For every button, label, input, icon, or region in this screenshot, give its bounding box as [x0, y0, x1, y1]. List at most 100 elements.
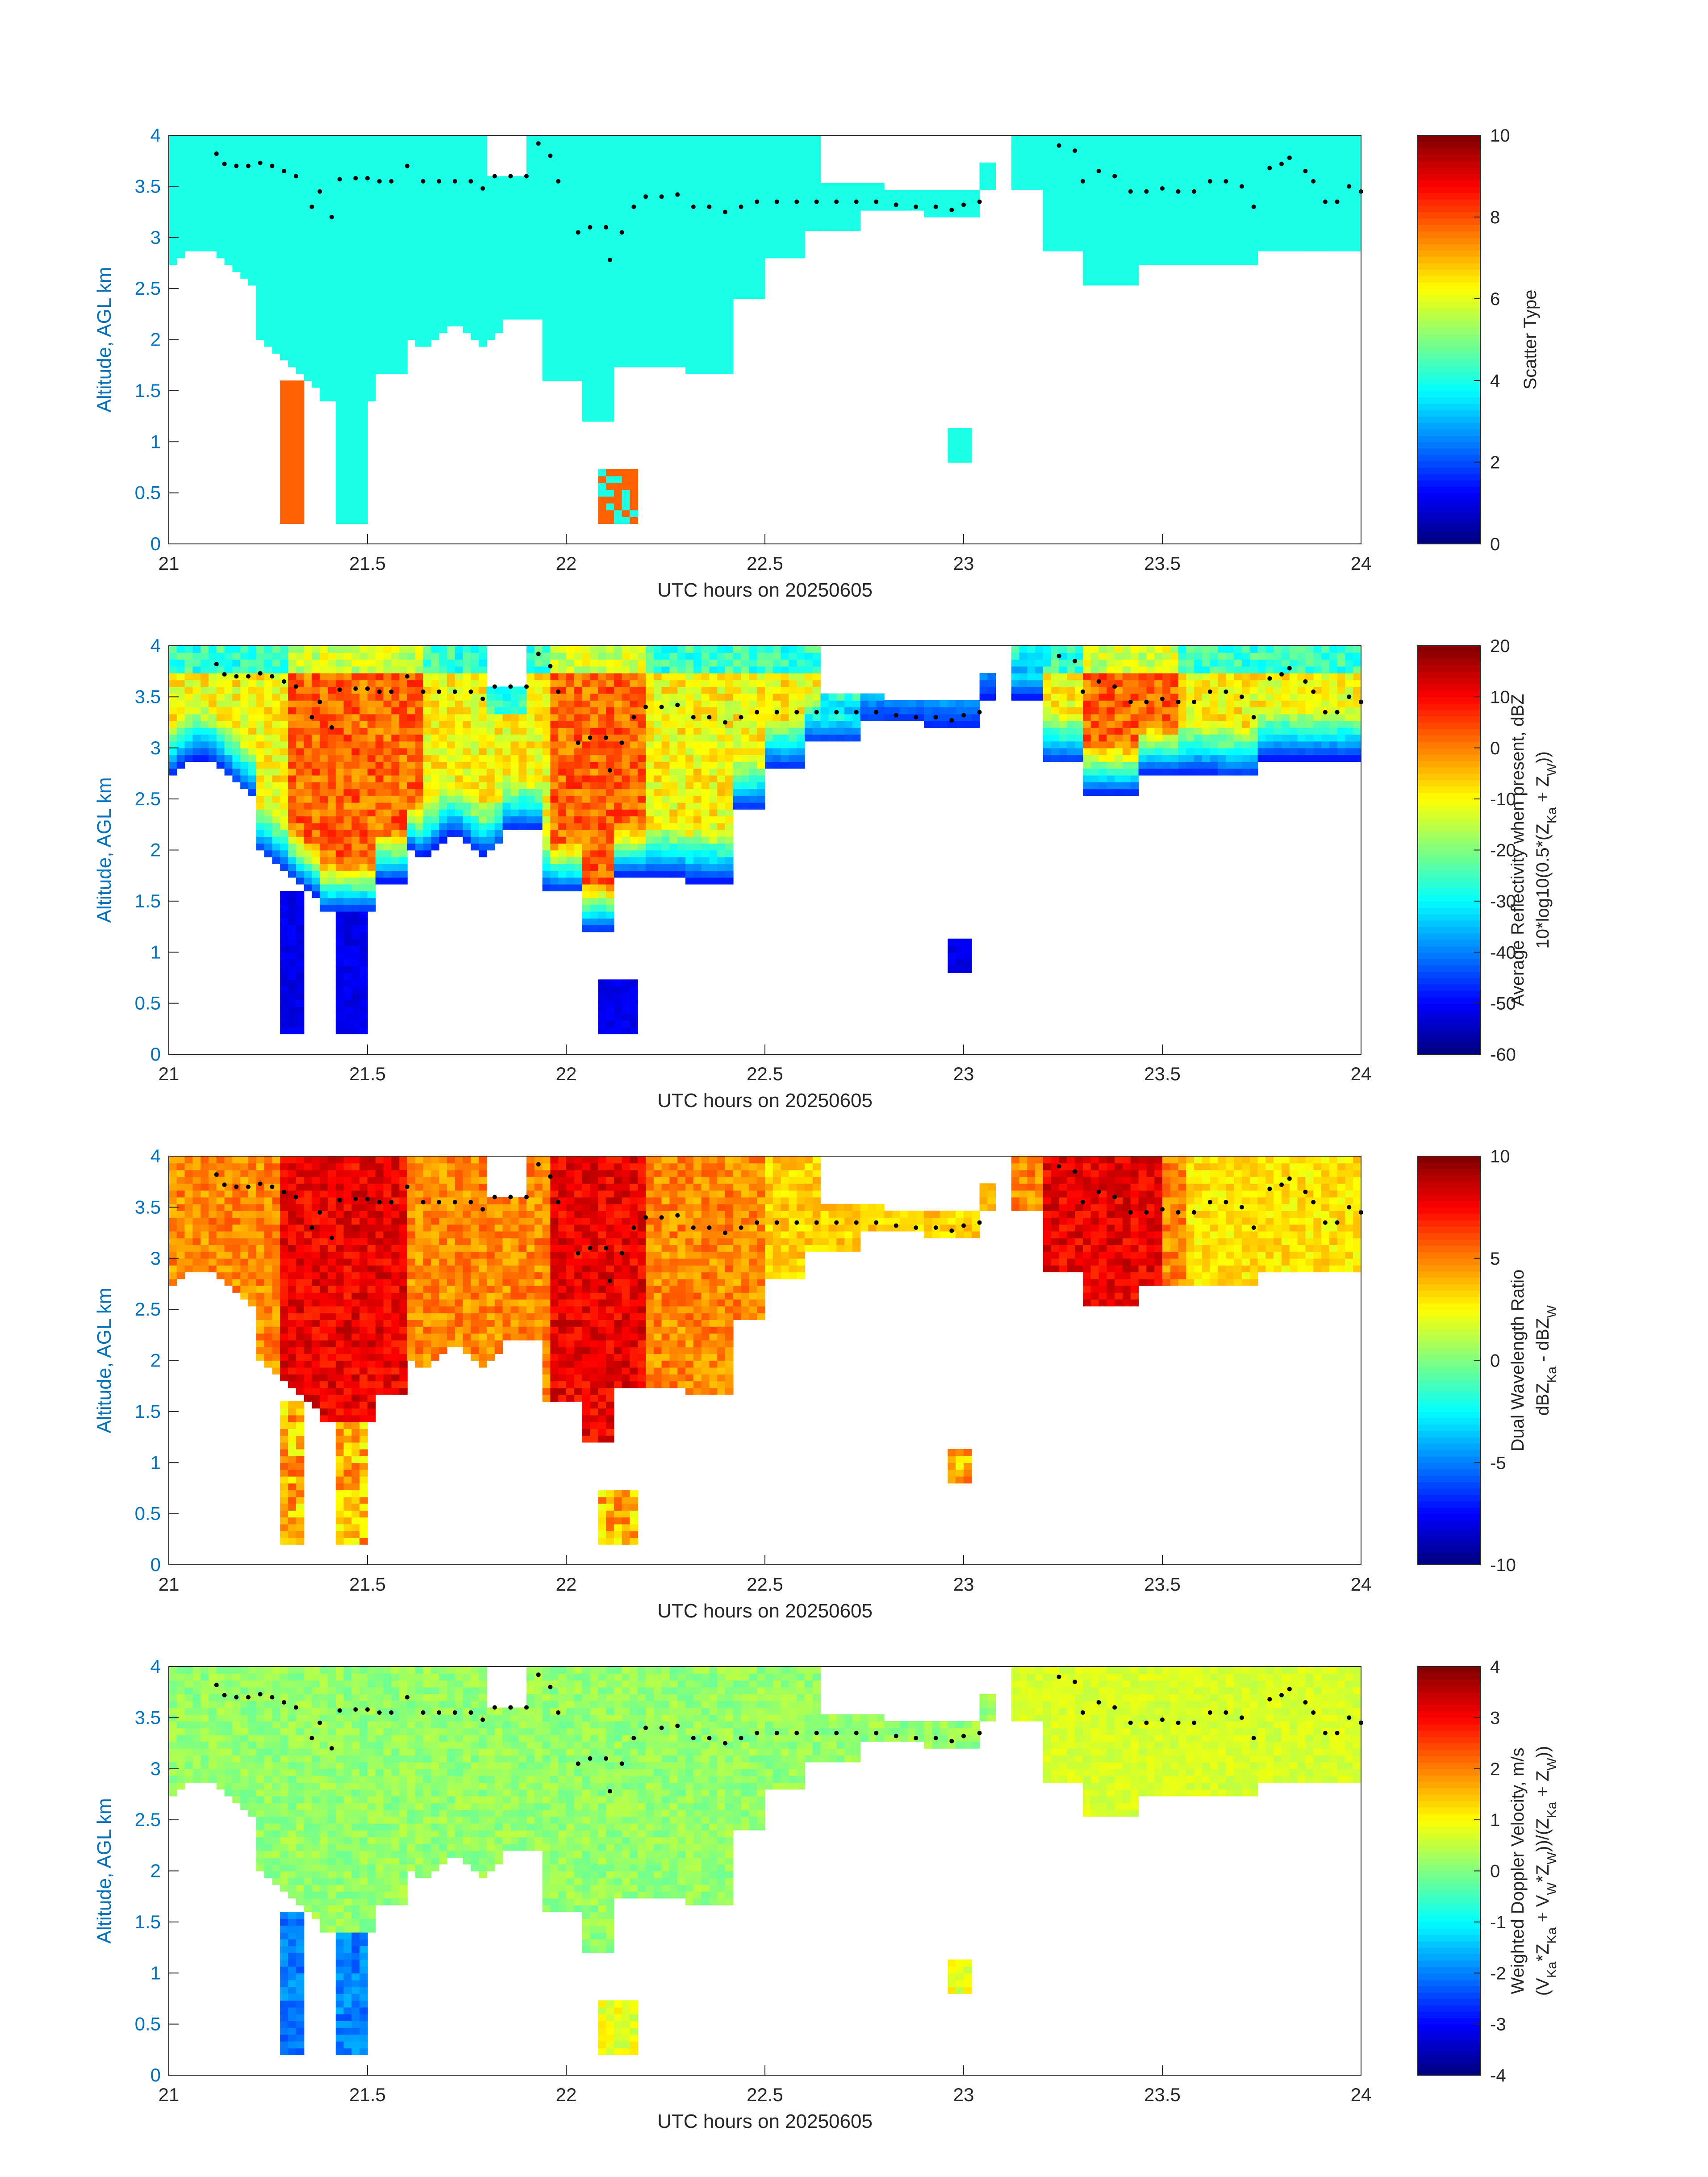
heatmap-cell [335, 870, 344, 878]
heatmap-cell [439, 196, 447, 204]
heatmap-cell [296, 693, 305, 701]
heatmap-cell [566, 203, 575, 211]
heatmap-cell [765, 169, 773, 177]
heatmap-cell [415, 237, 424, 245]
heatmap-cell [455, 782, 464, 790]
heatmap-cell [264, 700, 273, 708]
heatmap-cell [343, 965, 352, 973]
heatmap-cell [757, 203, 765, 211]
heatmap-cell [359, 857, 368, 864]
heatmap-cell [471, 149, 479, 156]
heatmap-cell [1234, 210, 1242, 217]
heatmap-cell [312, 720, 320, 728]
heatmap-cell [328, 394, 336, 401]
heatmap-cell [622, 339, 631, 347]
heatmap-cell [367, 237, 376, 245]
heatmap-cell [685, 353, 694, 361]
heatmap-cell [169, 748, 177, 755]
heatmap-cell [391, 251, 400, 259]
heatmap-cell [987, 183, 996, 190]
heatmap-cell [1162, 149, 1171, 156]
heatmap-cell [375, 768, 384, 776]
heatmap-cell [351, 326, 360, 334]
heatmap-cell [924, 210, 932, 217]
heatmap-cell [288, 176, 296, 184]
heatmap-cell [733, 203, 742, 211]
heatmap-cell [725, 230, 734, 238]
heatmap-cell [534, 230, 543, 238]
heatmap-cell [749, 149, 757, 156]
heatmap-cell [328, 230, 336, 238]
heatmap-cell [733, 135, 742, 143]
heatmap-cell [240, 659, 249, 667]
heatmap-cell [343, 326, 352, 334]
heatmap-cell [447, 680, 455, 687]
heatmap-cell [280, 666, 288, 673]
heatmap-cell [1098, 244, 1107, 252]
heatmap-cell [383, 142, 392, 150]
heatmap-cell [526, 163, 535, 170]
heatmap-cell [693, 326, 702, 334]
heatmap-cell [296, 925, 305, 932]
heatmap-cell [471, 843, 479, 851]
heatmap-cell [749, 169, 757, 177]
heatmap-cell [359, 503, 368, 510]
heatmap-cell [200, 727, 209, 735]
heatmap-cell [351, 142, 360, 150]
heatmap-cell [359, 285, 368, 292]
heatmap-cell [296, 360, 305, 368]
heatmap-cell [169, 210, 177, 217]
heatmap-cell [232, 659, 241, 667]
heatmap-cell [614, 346, 622, 354]
heatmap-cell [677, 196, 686, 204]
heatmap-cell [351, 959, 360, 966]
heatmap-cell [343, 755, 352, 762]
heatmap-cell [463, 795, 472, 803]
heatmap-cell [288, 339, 296, 347]
heatmap-cell [606, 285, 614, 292]
heatmap-cell [590, 312, 598, 320]
heatmap-cell [1138, 135, 1147, 143]
heatmap-cell [391, 237, 400, 245]
heatmap-cell [741, 183, 750, 190]
heatmap-cell [264, 190, 273, 197]
heatmap-cell [1257, 183, 1266, 190]
overlay-point [353, 176, 358, 181]
heatmap-cell [407, 734, 416, 742]
heatmap-cell [1138, 155, 1147, 163]
heatmap-cell [685, 346, 694, 354]
heatmap-cell [343, 693, 352, 701]
heatmap-cell [812, 217, 821, 225]
heatmap-cell [280, 816, 288, 823]
heatmap-cell [391, 346, 400, 354]
heatmap-cell [296, 932, 305, 939]
heatmap-cell [312, 666, 320, 673]
heatmap-cell [518, 244, 527, 252]
heatmap-cell [367, 251, 376, 259]
heatmap-cell [407, 755, 416, 762]
heatmap-cell [590, 373, 598, 381]
heatmap-cell [391, 183, 400, 190]
heatmap-cell [407, 244, 416, 252]
heatmap-cell [415, 142, 424, 150]
heatmap-cell [169, 646, 177, 653]
heatmap-cell [797, 237, 805, 245]
overlay-point [977, 199, 982, 204]
heatmap-cell [280, 714, 288, 721]
heatmap-cell [614, 489, 622, 497]
heatmap-cell [240, 720, 249, 728]
heatmap-cell [343, 264, 352, 272]
heatmap-cell [1282, 244, 1290, 252]
heatmap-cell [328, 149, 336, 156]
heatmap-cell [439, 755, 447, 762]
heatmap-cell [399, 305, 408, 313]
heatmap-cell [288, 305, 296, 313]
heatmap-cell [447, 748, 455, 755]
heatmap-cell [431, 299, 439, 306]
heatmap-cell [614, 319, 622, 326]
heatmap-cell [383, 326, 392, 334]
heatmap-cell [240, 775, 249, 782]
heatmap-cell [630, 155, 638, 163]
heatmap-cell [494, 224, 503, 231]
heatmap-cell [312, 244, 320, 252]
